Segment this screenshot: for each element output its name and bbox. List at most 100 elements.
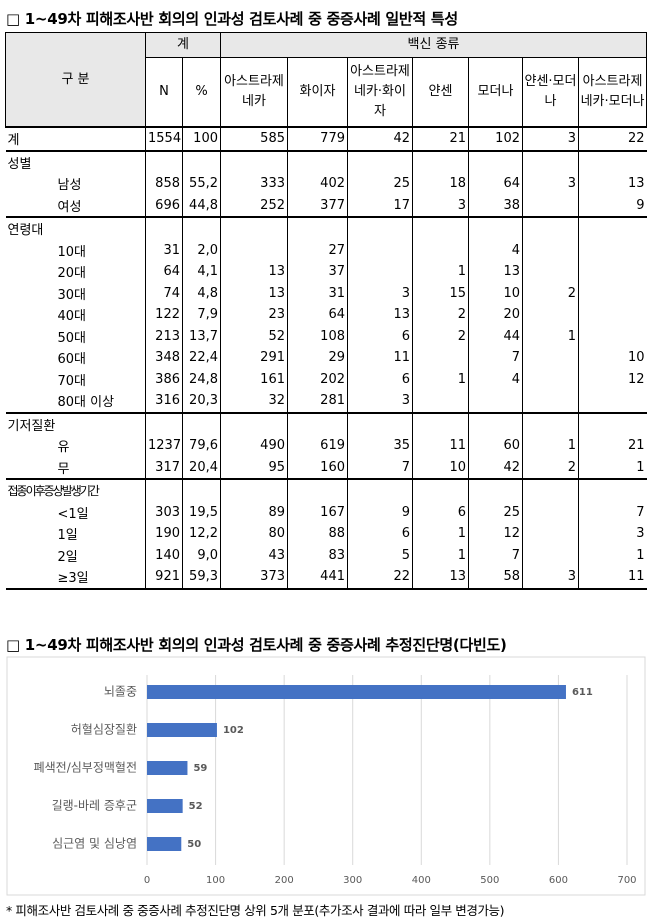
header-cell: 계	[145, 32, 221, 58]
cell: 52	[220, 325, 288, 347]
cell	[522, 501, 579, 523]
x-tick-label: 300	[343, 875, 362, 886]
cell	[182, 478, 221, 502]
cell	[522, 368, 579, 390]
cell: 21	[577, 435, 647, 457]
cell: 140	[145, 544, 183, 566]
cell	[577, 325, 647, 347]
cell	[347, 411, 413, 435]
table-title: □ 1~49차 피해조사반 회의의 인과성 검토사례 중 중증사례 일반적 특성	[6, 10, 458, 28]
cell: 10	[468, 282, 523, 304]
cell: 59,3	[182, 566, 221, 589]
cell: 100	[182, 126, 221, 151]
cell	[347, 239, 413, 261]
chart: 0 100 200 300 400 500 600 700 뇌졸중 611 허혈심장질환 102 폐색전…	[6, 656, 646, 896]
group-row: 기저질환	[5, 411, 647, 435]
cell: 21	[412, 126, 469, 151]
cell: 24,8	[182, 368, 221, 390]
row-label: 10대	[57, 244, 87, 260]
cell: 213	[145, 325, 183, 347]
cell	[522, 261, 579, 283]
header-cell: 얀센·모더나	[522, 57, 579, 128]
row: 여성 696 44,8 252 377 17 3 38 9	[6, 194, 647, 217]
cell: 161	[220, 368, 288, 390]
cell	[220, 239, 288, 261]
chart-title: □ 1~49차 피해조사반 회의의 인과성 검토사례 중 중증사례 추정진단명(…	[6, 636, 507, 654]
header-cell: 아스트라제네카·모더나	[577, 57, 648, 128]
row: 유 1237 79,6 490 619 35 11 60 1 21	[6, 435, 647, 457]
row: 80대 이상 316 20,3 32 281 3	[6, 390, 647, 413]
cell: 12	[577, 368, 647, 390]
row-label: 1일	[57, 528, 78, 544]
cell	[522, 149, 579, 173]
footnote: * 피해조사반 검토사례 중 중증사례 추정진단명 상위 5개 분포(추가조사 …	[6, 903, 505, 918]
cell: 4,8	[182, 282, 221, 304]
cell: 13	[220, 261, 288, 283]
cell	[577, 390, 647, 413]
cell: 4,1	[182, 261, 221, 283]
cell: 167	[287, 501, 348, 523]
cell: 122	[145, 304, 183, 326]
value-label: 52	[189, 801, 203, 812]
y-tick-label: 폐색전/심부정맥혈전	[34, 761, 137, 775]
cell: 11	[577, 566, 647, 589]
cell	[577, 411, 647, 435]
cell	[412, 390, 469, 413]
row: <1일 303 19,5 89 167 9 6 25 7	[6, 501, 647, 523]
cell: 6	[412, 501, 469, 523]
cell: 9,0	[182, 544, 221, 566]
cell: 2,0	[182, 239, 221, 261]
cell: 89	[220, 501, 288, 523]
value-label: 611	[572, 687, 593, 698]
cell: 25	[468, 501, 523, 523]
cell	[522, 216, 579, 240]
cell: 4	[468, 368, 523, 390]
cell: 1	[522, 435, 579, 457]
cell: 202	[287, 368, 348, 390]
header-cell: 얀센	[412, 57, 469, 128]
header-cell: N	[145, 57, 183, 128]
cell: 74	[145, 282, 183, 304]
row: 60대 348 22,4 291 29 11 7 10	[6, 347, 647, 369]
cell	[412, 347, 469, 369]
cell	[412, 239, 469, 261]
cell: 441	[287, 566, 348, 589]
cell	[347, 261, 413, 283]
cell: 619	[287, 435, 348, 457]
cell: 88	[287, 523, 348, 545]
cell: 58	[468, 566, 523, 589]
cell: 13,7	[182, 325, 221, 347]
cell: 7	[468, 347, 523, 369]
bar	[147, 837, 182, 851]
bar	[147, 799, 183, 813]
bar	[147, 723, 217, 737]
x-tick-label: 100	[206, 875, 225, 886]
cell	[577, 478, 647, 502]
row: 20대 64 4,1 13 37 1 13	[6, 261, 647, 283]
cell	[522, 347, 579, 369]
cell	[145, 149, 183, 173]
row: 40대 122 7,9 23 64 13 2 20	[6, 304, 647, 326]
y-tick-label: 길랭-바레 증후군	[52, 799, 137, 813]
cell: 44,8	[182, 194, 221, 217]
cell	[287, 216, 348, 240]
header-cell: 화이자	[287, 57, 348, 128]
row-label: ≥3일	[57, 571, 89, 587]
group-row: 접종이후증상발생기간	[5, 478, 647, 502]
cell: 1	[412, 368, 469, 390]
cell	[468, 478, 523, 502]
cell	[412, 149, 469, 173]
row: 1일 190 12,2 80 88 6 1 12 3	[6, 523, 647, 545]
cell: 108	[287, 325, 348, 347]
cell: 5	[347, 544, 413, 566]
header-cell: 구 분	[5, 32, 146, 128]
row-label: 20대	[57, 266, 87, 282]
cell: 252	[220, 194, 288, 217]
x-tick-label: 700	[617, 875, 636, 886]
cell: 13	[412, 566, 469, 589]
cell: 22	[347, 566, 413, 589]
cell	[347, 149, 413, 173]
row-label: 여성	[57, 199, 82, 215]
cell: 1	[412, 544, 469, 566]
x-tick-label: 200	[275, 875, 294, 886]
